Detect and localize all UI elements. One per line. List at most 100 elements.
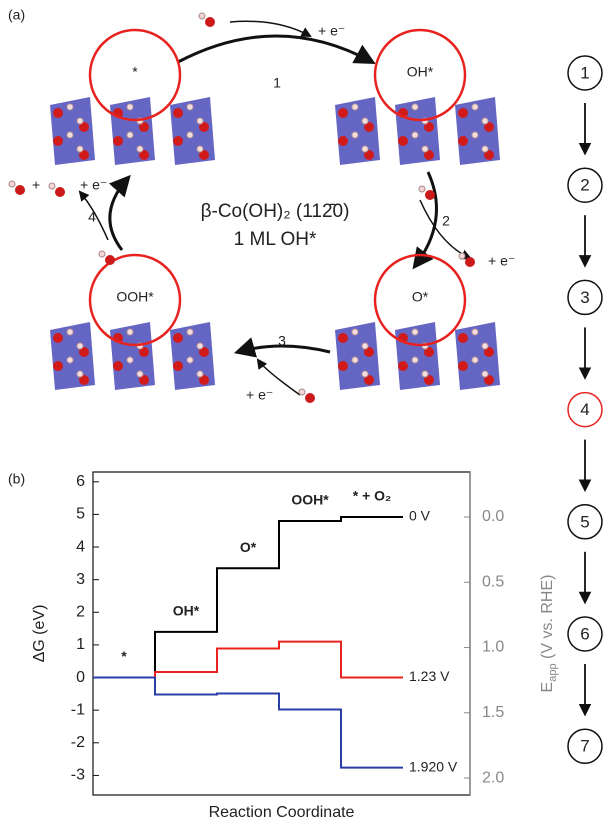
atom xyxy=(412,132,418,138)
atom xyxy=(458,361,468,371)
atom xyxy=(352,329,358,335)
atom xyxy=(362,343,368,349)
atom xyxy=(362,146,368,152)
atom xyxy=(15,185,25,195)
atom xyxy=(113,361,123,371)
state-label: OOH* xyxy=(291,492,329,508)
atom xyxy=(53,108,63,118)
step-label: 7 xyxy=(580,737,589,756)
atom xyxy=(105,255,115,265)
series-label: 1.23 V xyxy=(409,668,450,684)
y-tick-label: 1 xyxy=(76,636,85,653)
state-label: OH* xyxy=(407,64,434,80)
atom xyxy=(77,146,83,152)
step-line xyxy=(93,642,403,678)
atom xyxy=(187,132,193,138)
atom xyxy=(53,361,63,371)
atom xyxy=(465,257,475,267)
atom xyxy=(99,251,105,257)
state-label: O* xyxy=(240,539,257,555)
y-tick-label: -3 xyxy=(71,767,85,784)
atom xyxy=(77,118,83,124)
y-tick-label: 5 xyxy=(76,506,85,523)
step-line xyxy=(93,678,403,768)
atom xyxy=(338,361,348,371)
atom xyxy=(412,329,418,335)
state-label: OH* xyxy=(173,603,200,619)
atom xyxy=(458,136,468,146)
atom xyxy=(362,118,368,124)
state-label: * xyxy=(132,64,138,80)
state-label: * + O₂ xyxy=(353,488,392,504)
step-label: 6 xyxy=(580,624,589,643)
atom xyxy=(422,146,428,152)
state-label: OOH* xyxy=(116,289,154,305)
y2-axis-label: Eapp (V vs. RHE) xyxy=(539,575,559,693)
atom xyxy=(205,17,215,27)
atom xyxy=(482,118,488,124)
electron: + e⁻ xyxy=(80,177,107,193)
step-number: 1 xyxy=(273,75,281,91)
y-tick-label: 0 xyxy=(76,669,85,686)
step-label: 5 xyxy=(580,512,589,531)
atom xyxy=(173,136,183,146)
atom xyxy=(352,104,358,110)
atom xyxy=(55,187,65,197)
atom xyxy=(472,329,478,335)
y2-tick-label: 2.0 xyxy=(482,769,504,786)
electron: + e⁻ xyxy=(246,387,273,403)
atom xyxy=(352,357,358,363)
atom xyxy=(199,13,205,19)
atom xyxy=(187,357,193,363)
atom xyxy=(412,357,418,363)
y2-axis-label-part: (V vs. RHE) xyxy=(539,575,556,664)
atom xyxy=(173,108,183,118)
step-number: 4 xyxy=(88,209,96,225)
electron: + e⁻ xyxy=(318,23,345,39)
step-number: 2 xyxy=(442,213,450,229)
plus: + xyxy=(32,177,40,193)
coverage: 1 ML OH* xyxy=(234,229,317,250)
atom xyxy=(412,104,418,110)
atom xyxy=(472,132,478,138)
atom xyxy=(482,343,488,349)
atom xyxy=(67,357,73,363)
y2-axis-label-part: app xyxy=(547,663,559,681)
atom xyxy=(127,104,133,110)
atom xyxy=(352,132,358,138)
y-tick-label: 2 xyxy=(76,604,85,621)
atom xyxy=(49,183,55,189)
arrow xyxy=(230,21,310,36)
atom xyxy=(53,333,63,343)
y2-tick-label: 0.5 xyxy=(482,573,504,590)
atom xyxy=(187,104,193,110)
atom xyxy=(458,333,468,343)
step-label: 4 xyxy=(580,400,589,419)
atom xyxy=(173,361,183,371)
atom xyxy=(9,181,15,187)
state-label: * xyxy=(121,648,127,664)
y2-tick-label: 0.0 xyxy=(482,508,504,525)
atom xyxy=(472,357,478,363)
series-label: 0 V xyxy=(409,508,431,524)
atom xyxy=(398,361,408,371)
atom xyxy=(127,357,133,363)
step-number: 3 xyxy=(278,333,286,349)
atom xyxy=(362,371,368,377)
atom xyxy=(187,329,193,335)
atom xyxy=(459,253,465,259)
x-axis-label: Reaction Coordinate xyxy=(209,804,355,821)
series-label: 1.920 V xyxy=(409,758,458,774)
atom xyxy=(173,333,183,343)
atom xyxy=(472,104,478,110)
atom xyxy=(482,146,488,152)
y-tick-label: -2 xyxy=(71,734,85,751)
y2-tick-label: 1.0 xyxy=(482,639,504,656)
electron: + e⁻ xyxy=(488,253,515,269)
atom xyxy=(458,108,468,118)
atom xyxy=(113,136,123,146)
step-label: 3 xyxy=(580,288,589,307)
y2-axis-label-part: E xyxy=(539,682,556,693)
y-tick-label: 6 xyxy=(76,473,85,490)
surface-name: β-Co(OH)₂ (112̄0) xyxy=(201,201,350,222)
